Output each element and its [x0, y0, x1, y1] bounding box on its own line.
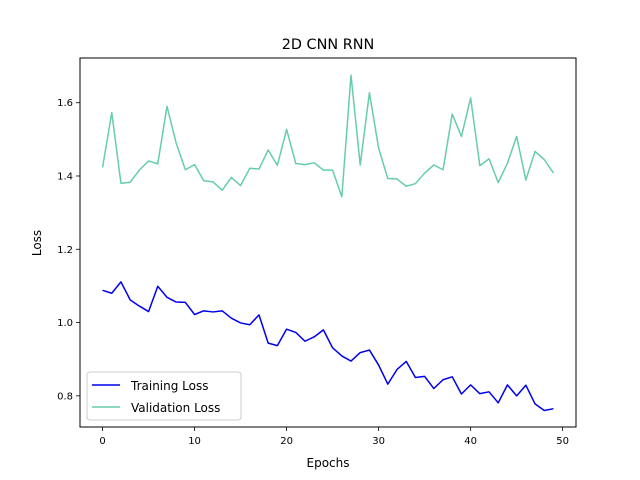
x-axis: 0 10 20 30 40 50 — [99, 427, 569, 447]
x-tick-label: 40 — [464, 436, 477, 447]
legend-label-validation-loss: Validation Loss — [131, 401, 220, 415]
x-tick-label: 30 — [372, 436, 385, 447]
x-tick-label: 10 — [188, 436, 201, 447]
x-axis-label: Epochs — [307, 456, 350, 470]
legend-label-training-loss: Training Loss — [130, 379, 208, 393]
series-line-training-loss — [102, 281, 554, 412]
legend: Training Loss Validation Loss — [86, 371, 242, 421]
x-tick-label: 50 — [556, 436, 569, 447]
series-line-validation-loss — [101, 74, 555, 198]
plot-frame — [79, 57, 577, 428]
legend-box — [86, 371, 242, 421]
y-tick-label: 1.2 — [57, 245, 73, 256]
y-tick-label: 1.4 — [57, 171, 73, 182]
y-tick-label: 1.0 — [57, 318, 73, 329]
x-tick-label: 20 — [280, 436, 293, 447]
y-tick-label: 1.6 — [57, 98, 73, 109]
y-axis: 0.8 1.0 1.2 1.4 1.6 — [57, 98, 80, 402]
series-layer — [101, 74, 555, 412]
chart-title: 2D CNN RNN — [282, 37, 375, 53]
y-axis-label: Loss — [30, 230, 44, 256]
x-tick-label: 0 — [99, 436, 105, 447]
y-tick-label: 0.8 — [57, 391, 73, 402]
